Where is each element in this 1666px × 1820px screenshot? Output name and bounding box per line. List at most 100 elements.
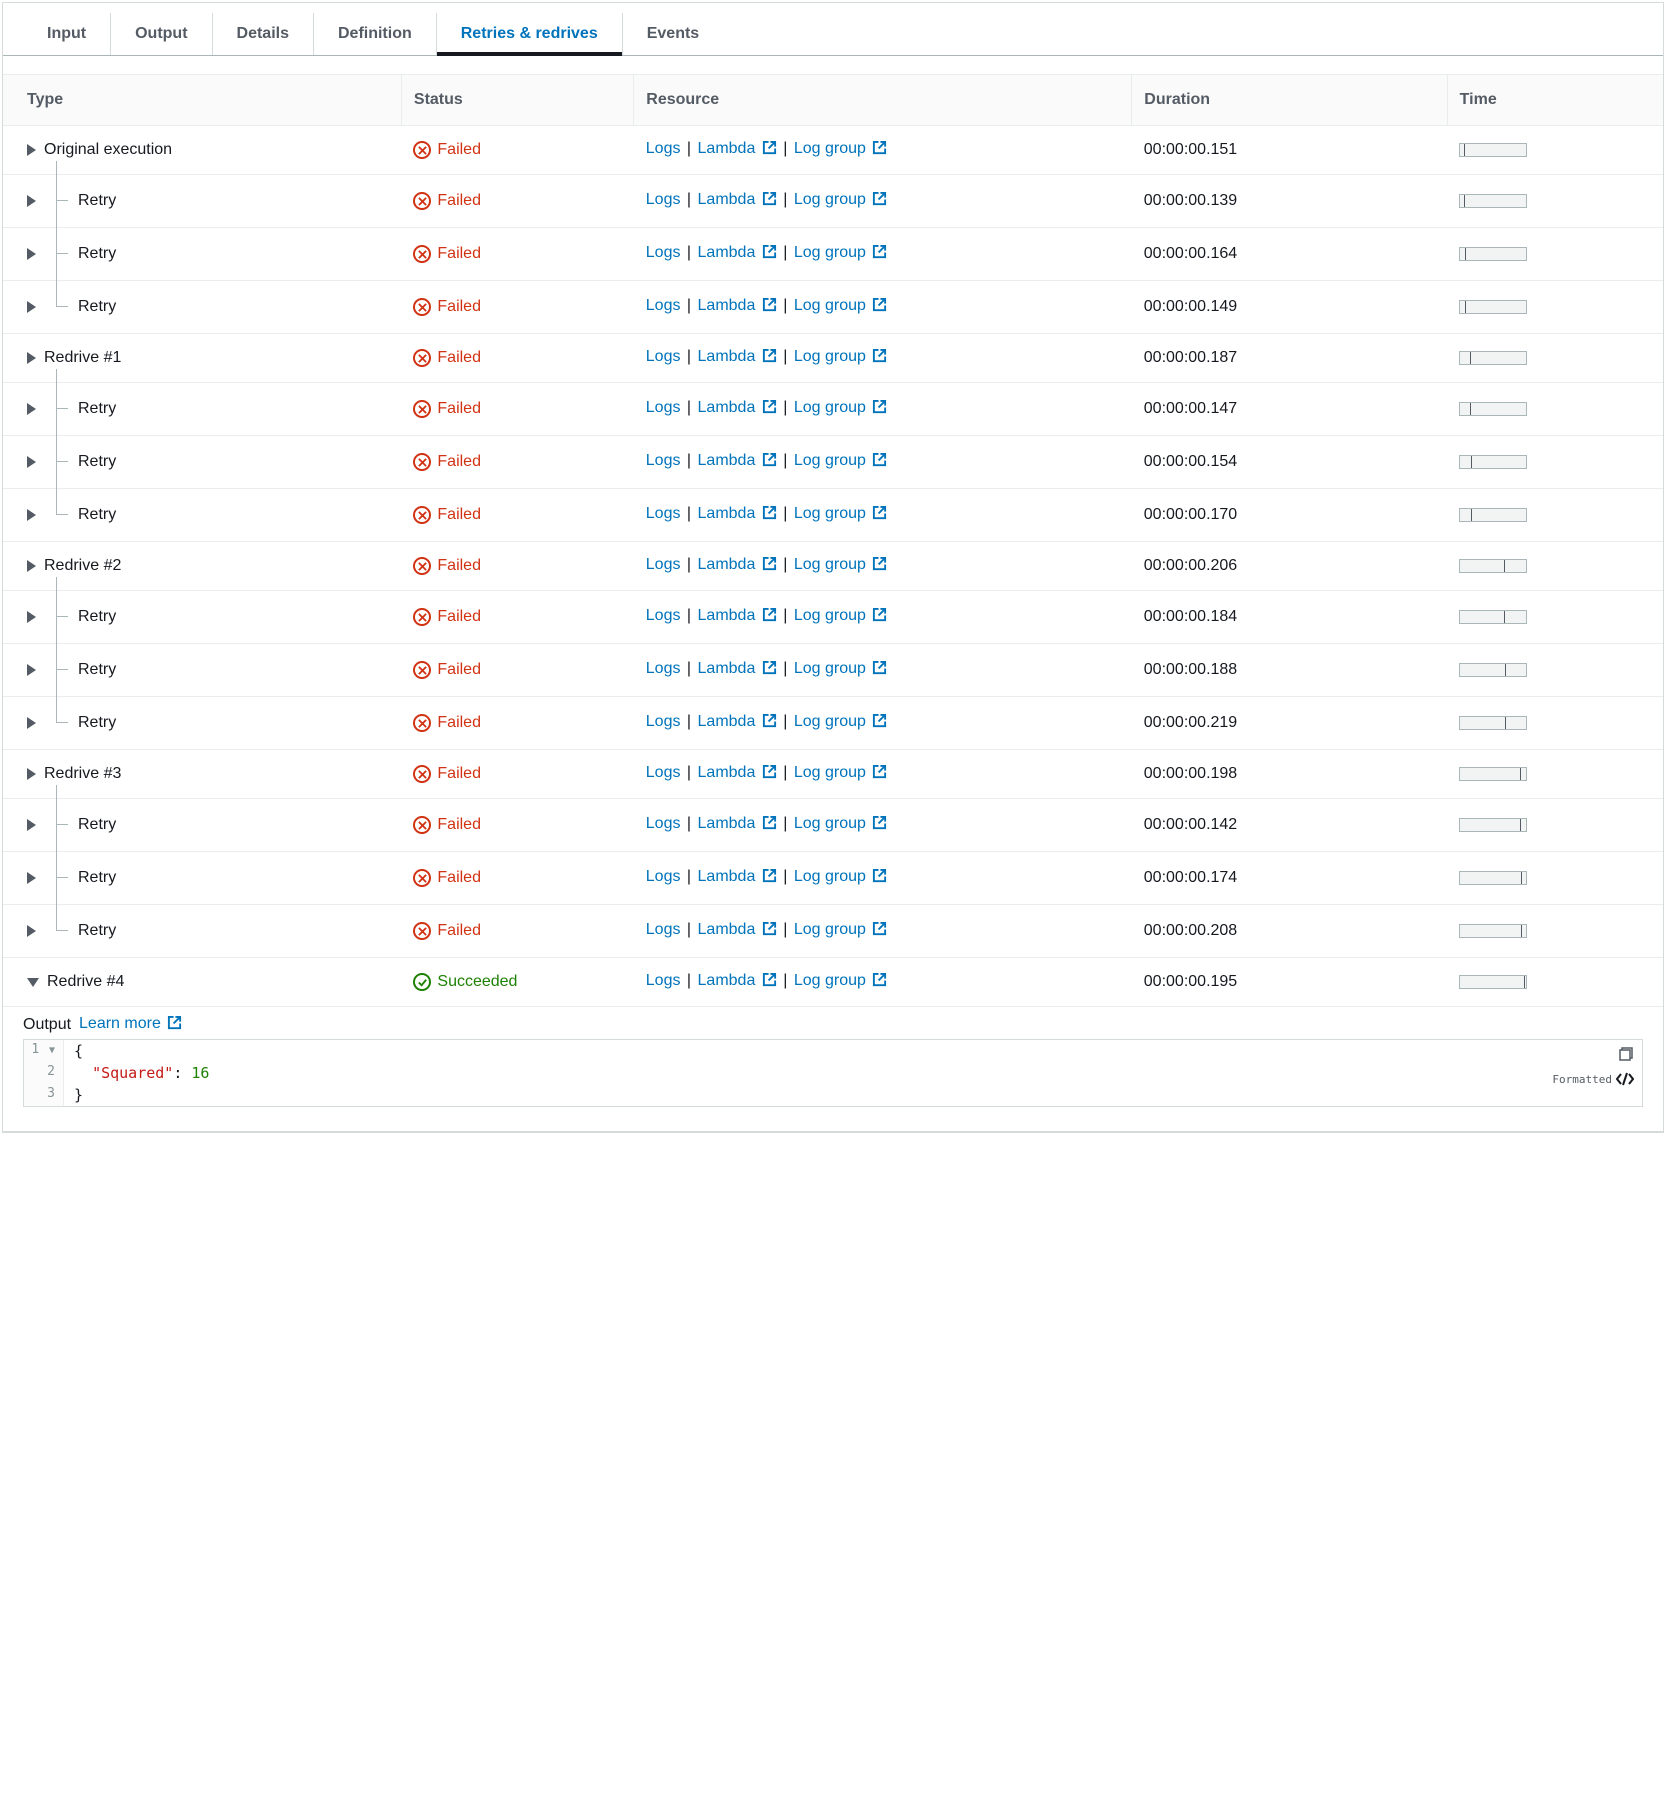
lambda-link[interactable]: Lambda (698, 713, 777, 730)
format-toggle[interactable]: Formatted (1552, 1072, 1634, 1086)
log-group-link[interactable]: Log group (794, 607, 888, 624)
table-row: Redrive #2FailedLogs | Lambda | Log grou… (3, 542, 1663, 591)
logs-link[interactable]: Logs (646, 660, 681, 677)
column-header-duration[interactable]: Duration (1132, 75, 1447, 126)
logs-link[interactable]: Logs (646, 713, 681, 730)
logs-link[interactable]: Logs (646, 140, 681, 157)
logs-link[interactable]: Logs (646, 764, 681, 781)
tab-definition[interactable]: Definition (314, 13, 437, 55)
logs-link[interactable]: Logs (646, 244, 681, 261)
expand-icon[interactable] (27, 144, 36, 156)
expand-icon[interactable] (27, 301, 36, 313)
lambda-link[interactable]: Lambda (698, 452, 777, 469)
tab-retries-redrives[interactable]: Retries & redrives (437, 13, 623, 55)
log-group-link[interactable]: Log group (794, 713, 888, 730)
expand-icon[interactable] (27, 560, 36, 572)
external-link-icon (762, 868, 777, 888)
expand-icon[interactable] (27, 872, 36, 884)
expand-icon[interactable] (27, 819, 36, 831)
column-header-type[interactable]: Type (3, 75, 401, 126)
lambda-link[interactable]: Lambda (698, 764, 777, 781)
column-header-status[interactable]: Status (401, 75, 633, 126)
lambda-link[interactable]: Lambda (698, 921, 777, 938)
copy-button[interactable] (1618, 1046, 1634, 1062)
log-group-link[interactable]: Log group (794, 348, 888, 365)
external-link-icon (872, 348, 887, 368)
lambda-link[interactable]: Lambda (698, 607, 777, 624)
tab-events[interactable]: Events (623, 13, 723, 55)
log-group-link[interactable]: Log group (794, 191, 888, 208)
logs-link[interactable]: Logs (646, 191, 681, 208)
logs-link[interactable]: Logs (646, 452, 681, 469)
logs-link[interactable]: Logs (646, 297, 681, 314)
expand-icon[interactable] (27, 717, 36, 729)
time-bar (1459, 143, 1527, 157)
tab-input[interactable]: Input (23, 13, 111, 55)
tab-details[interactable]: Details (213, 13, 314, 55)
expand-icon[interactable] (27, 664, 36, 676)
failed-icon (413, 349, 431, 367)
lambda-link[interactable]: Lambda (698, 868, 777, 885)
lambda-link[interactable]: Lambda (698, 505, 777, 522)
lambda-link[interactable]: Lambda (698, 140, 777, 157)
duration-value: 00:00:00.219 (1132, 697, 1447, 750)
lambda-link[interactable]: Lambda (698, 972, 777, 989)
log-group-link[interactable]: Log group (794, 660, 888, 677)
expand-icon[interactable] (27, 978, 39, 987)
external-link-icon (872, 399, 887, 419)
log-group-link[interactable]: Log group (794, 244, 888, 261)
logs-link[interactable]: Logs (646, 505, 681, 522)
log-group-link[interactable]: Log group (794, 868, 888, 885)
column-header-time[interactable]: Time (1447, 75, 1663, 126)
logs-link[interactable]: Logs (646, 972, 681, 989)
duration-value: 00:00:00.147 (1132, 383, 1447, 436)
expand-icon[interactable] (27, 403, 36, 415)
logs-link[interactable]: Logs (646, 348, 681, 365)
table-row: RetryFailedLogs | Lambda | Log group 00:… (3, 799, 1663, 852)
expand-icon[interactable] (27, 768, 36, 780)
expand-icon[interactable] (27, 248, 36, 260)
lambda-link[interactable]: Lambda (698, 297, 777, 314)
log-group-link[interactable]: Log group (794, 972, 888, 989)
expand-icon[interactable] (27, 509, 36, 521)
log-group-link[interactable]: Log group (794, 297, 888, 314)
logs-link[interactable]: Logs (646, 868, 681, 885)
failed-icon (413, 245, 431, 263)
lambda-link[interactable]: Lambda (698, 399, 777, 416)
lambda-link[interactable]: Lambda (698, 244, 777, 261)
log-group-link[interactable]: Log group (794, 505, 888, 522)
log-group-link[interactable]: Log group (794, 815, 888, 832)
log-group-link[interactable]: Log group (794, 399, 888, 416)
log-group-link[interactable]: Log group (794, 556, 888, 573)
type-label: Retry (78, 608, 116, 626)
learn-more-link[interactable]: Learn more (79, 1015, 182, 1035)
table-row: RetryFailedLogs | Lambda | Log group 00:… (3, 489, 1663, 542)
expand-icon[interactable] (27, 352, 36, 364)
external-link-icon (872, 921, 887, 941)
logs-link[interactable]: Logs (646, 921, 681, 938)
external-link-icon (872, 868, 887, 888)
expand-icon[interactable] (27, 925, 36, 937)
log-group-link[interactable]: Log group (794, 921, 888, 938)
type-label: Retry (78, 453, 116, 471)
logs-link[interactable]: Logs (646, 815, 681, 832)
tab-output[interactable]: Output (111, 13, 212, 55)
logs-link[interactable]: Logs (646, 607, 681, 624)
expand-icon[interactable] (27, 456, 36, 468)
lambda-link[interactable]: Lambda (698, 660, 777, 677)
external-link-icon (872, 452, 887, 472)
lambda-link[interactable]: Lambda (698, 348, 777, 365)
log-group-link[interactable]: Log group (794, 140, 888, 157)
logs-link[interactable]: Logs (646, 399, 681, 416)
lambda-link[interactable]: Lambda (698, 191, 777, 208)
log-group-link[interactable]: Log group (794, 764, 888, 781)
expand-icon[interactable] (27, 195, 36, 207)
failed-icon (413, 714, 431, 732)
time-bar (1459, 300, 1527, 314)
lambda-link[interactable]: Lambda (698, 815, 777, 832)
logs-link[interactable]: Logs (646, 556, 681, 573)
column-header-resource[interactable]: Resource (634, 75, 1132, 126)
expand-icon[interactable] (27, 611, 36, 623)
lambda-link[interactable]: Lambda (698, 556, 777, 573)
log-group-link[interactable]: Log group (794, 452, 888, 469)
